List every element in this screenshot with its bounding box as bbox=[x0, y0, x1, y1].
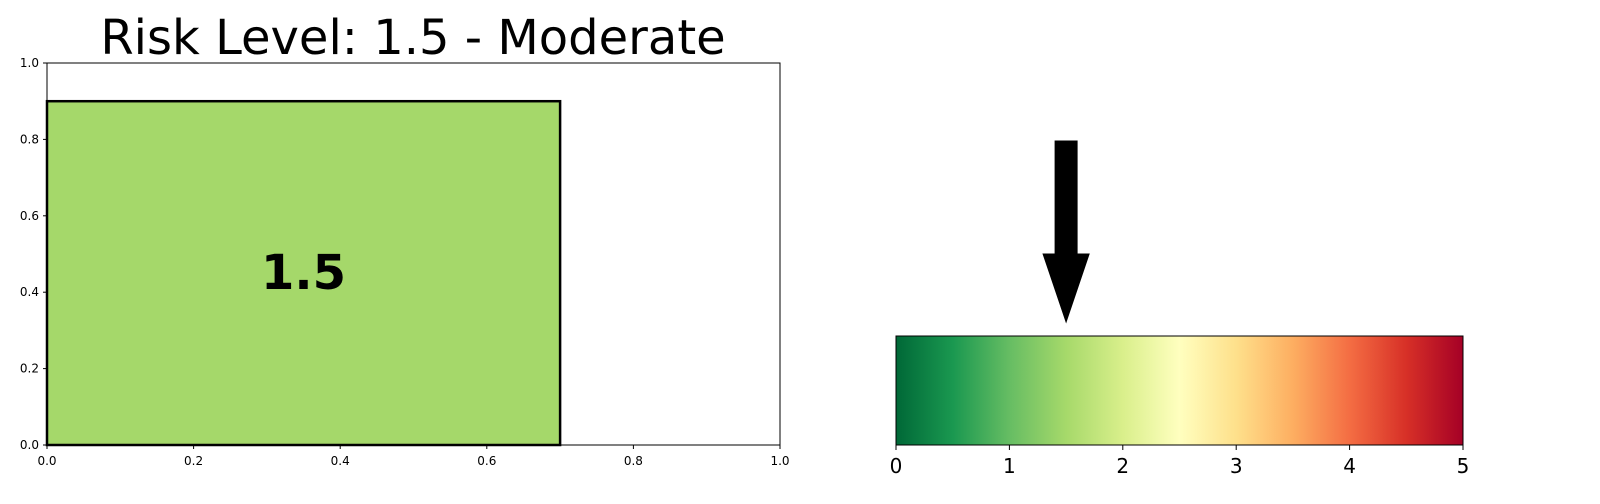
colorbar-tick-label: 0 bbox=[890, 454, 903, 478]
risk-marker-arrow bbox=[1042, 140, 1090, 324]
bar-layer bbox=[45, 99, 562, 447]
x-tick-label: 0.8 bbox=[624, 454, 643, 468]
colorbar-tick-label: 1 bbox=[1003, 454, 1016, 478]
colorbar-axis: 0 1 2 3 4 5 bbox=[890, 445, 1470, 478]
y-tick-label: 0.4 bbox=[20, 285, 39, 299]
x-axis: 0.0 0.2 0.4 0.6 0.8 1.0 bbox=[37, 445, 790, 468]
y-tick-label: 0.0 bbox=[20, 438, 39, 452]
y-tick-label: 1.0 bbox=[20, 56, 39, 70]
arrow-layer bbox=[1042, 140, 1090, 324]
colorbar-tick-label: 3 bbox=[1230, 454, 1243, 478]
x-tick-label: 1.0 bbox=[770, 454, 789, 468]
y-tick-label: 0.2 bbox=[20, 362, 39, 376]
x-tick-label: 0.4 bbox=[331, 454, 350, 468]
colorbar-tick-label: 5 bbox=[1457, 454, 1470, 478]
x-tick-label: 0.6 bbox=[477, 454, 496, 468]
chart-title: Risk Level: 1.5 - Moderate bbox=[100, 10, 725, 66]
x-tick-label: 0.2 bbox=[184, 454, 203, 468]
y-tick-label: 0.8 bbox=[20, 132, 39, 146]
colorbar-tick-label: 2 bbox=[1116, 454, 1129, 478]
y-axis: 0.0 0.2 0.4 0.6 0.8 1.0 bbox=[20, 56, 47, 452]
risk-colorbar bbox=[895, 335, 1464, 446]
risk-bar bbox=[45, 99, 562, 447]
x-tick-label: 0.0 bbox=[37, 454, 56, 468]
bar-value-label: 1.5 bbox=[261, 245, 346, 301]
plot-frame bbox=[46, 62, 781, 446]
y-tick-label: 0.6 bbox=[20, 209, 39, 223]
colorbar-tick-label: 4 bbox=[1343, 454, 1356, 478]
